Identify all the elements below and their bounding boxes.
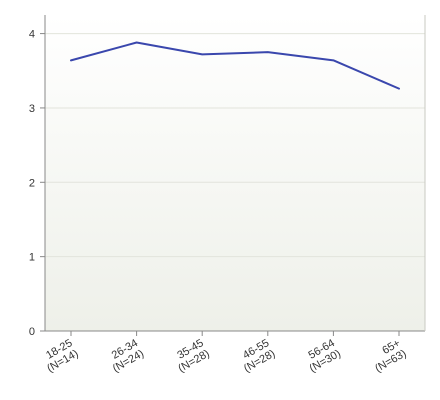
data-point (331, 58, 336, 63)
grid-lines (45, 33, 425, 258)
axes (40, 15, 426, 336)
plot-area (45, 15, 425, 331)
y-tick-label: 2 (29, 177, 35, 189)
data-point (200, 52, 205, 57)
x-tick-label: 18-25(N=14) (44, 337, 80, 375)
x-tick-label: 26-34(N=24) (110, 337, 146, 375)
data-point (265, 50, 270, 55)
y-tick-labels: 0 1 2 3 4 (29, 29, 35, 338)
x-tick-label: 35-45(N=28) (175, 337, 211, 375)
y-tick-label: 1 (29, 252, 35, 264)
y-tick-label: 3 (29, 103, 35, 115)
data-point (69, 58, 74, 63)
series-layer (69, 40, 402, 91)
x-tick-label: 56-64(N=30) (307, 337, 343, 375)
x-tick-label: 65+(N=63) (373, 337, 408, 375)
y-tick-label: 0 (29, 326, 35, 338)
data-point (134, 40, 139, 45)
x-tick-label: 46-55(N=28) (241, 337, 277, 375)
x-tick-labels: 18-25(N=14) 26-34(N=24) 35-45(N=28) 46-55(N… (44, 337, 408, 375)
series-line (70, 41, 400, 90)
y-tick-label: 4 (29, 29, 35, 41)
data-point (397, 86, 402, 91)
